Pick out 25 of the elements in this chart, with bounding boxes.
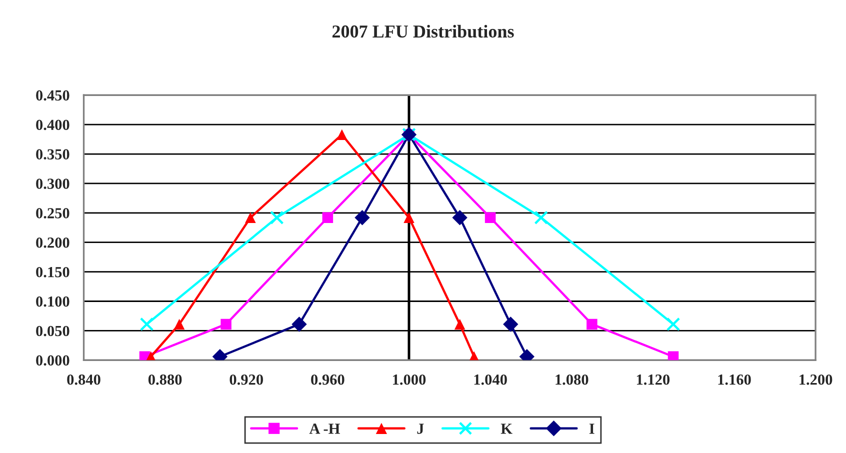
x-tick-label: 1.040 — [474, 374, 507, 385]
y-tick-label: 0.200 — [36, 237, 70, 248]
y-tick-label: 0.400 — [36, 120, 70, 130]
legend-label: J — [417, 424, 424, 434]
y-tick-label: 0.300 — [36, 178, 70, 189]
y-tick-label: 0.350 — [36, 149, 70, 160]
x-tick-label: 0.840 — [67, 374, 100, 385]
x-tick-label: 0.920 — [230, 374, 263, 385]
y-tick-label: 0.100 — [36, 296, 70, 307]
legend-label: A -H — [309, 424, 340, 434]
y-tick-label: 0.250 — [36, 208, 70, 218]
x-tick-label: 1.160 — [718, 374, 751, 385]
chart-title: 2007 LFU Distributions — [332, 24, 514, 38]
x-tick-label: 0.960 — [311, 374, 344, 385]
y-tick-label: 0.000 — [36, 355, 70, 366]
y-tick-label: 0.150 — [36, 266, 70, 278]
x-tick-label: 1.120 — [636, 374, 670, 385]
x-tick-label: 0.880 — [148, 374, 182, 385]
x-tick-label: 1.000 — [393, 374, 426, 385]
legend-label: I — [589, 424, 594, 434]
legend-label: K — [500, 424, 512, 434]
x-tick-label: 1.080 — [556, 374, 588, 385]
y-tick-label: 0.450 — [36, 90, 70, 101]
x-tick-label: 1.200 — [800, 374, 832, 385]
y-tick-label: 0.050 — [36, 326, 70, 336]
